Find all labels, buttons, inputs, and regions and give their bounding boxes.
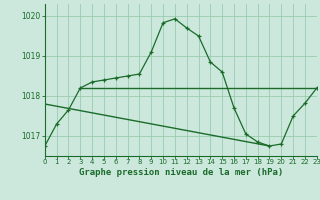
X-axis label: Graphe pression niveau de la mer (hPa): Graphe pression niveau de la mer (hPa) [79, 168, 283, 177]
